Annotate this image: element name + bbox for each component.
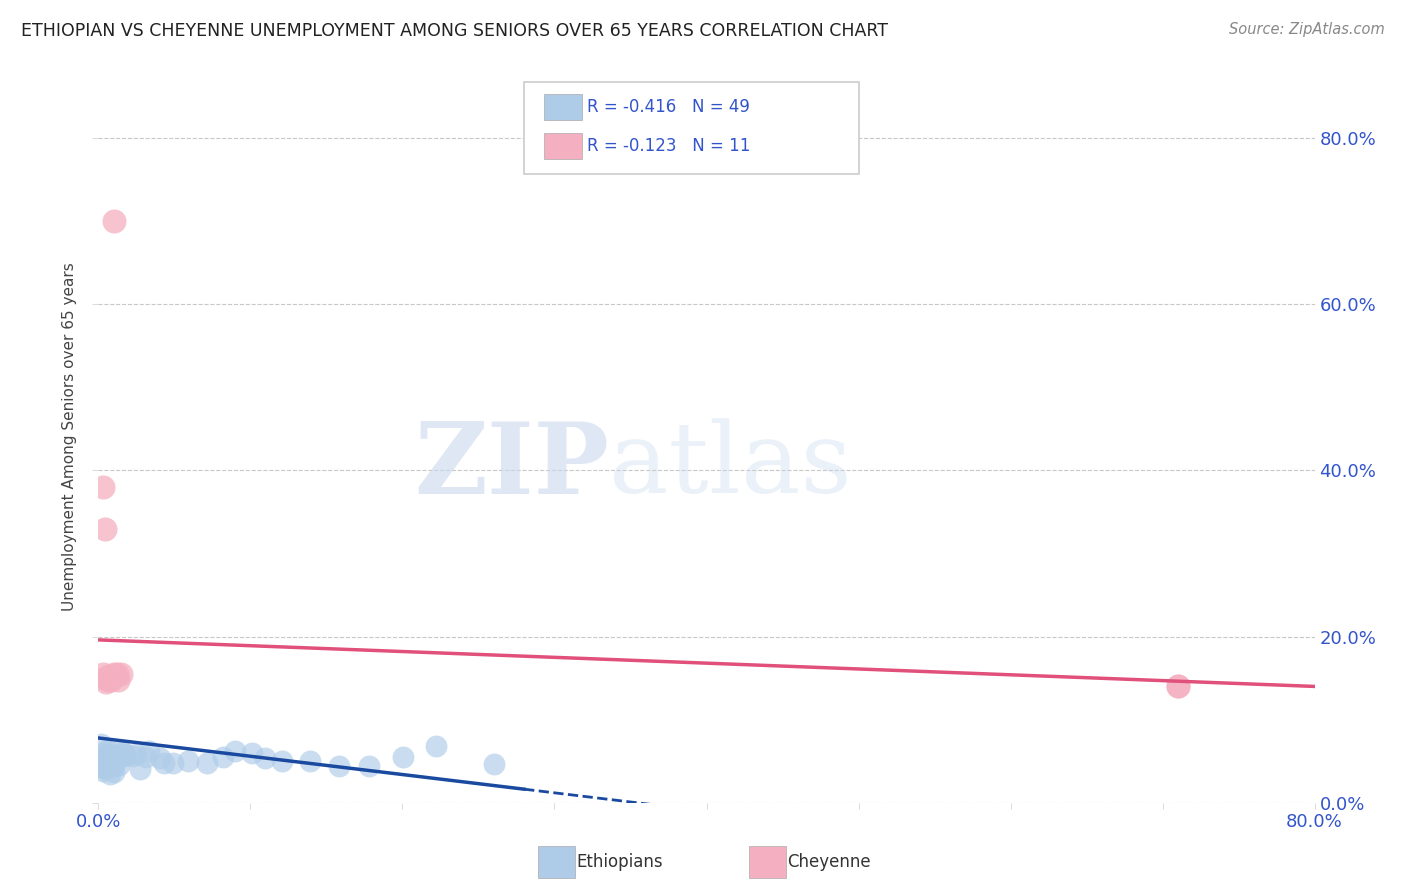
Point bbox=[108, 747, 131, 762]
Text: R = -0.416   N = 49: R = -0.416 N = 49 bbox=[588, 98, 751, 116]
Point bbox=[90, 756, 112, 771]
Point bbox=[97, 748, 120, 763]
FancyBboxPatch shape bbox=[524, 82, 859, 174]
Point bbox=[103, 758, 125, 772]
Point bbox=[108, 758, 131, 772]
Point bbox=[240, 746, 263, 760]
Text: R = -0.123   N = 11: R = -0.123 N = 11 bbox=[588, 137, 751, 155]
Point bbox=[328, 759, 350, 773]
Point bbox=[93, 745, 115, 759]
Point bbox=[110, 667, 132, 681]
Point bbox=[105, 667, 128, 681]
Point bbox=[94, 675, 117, 690]
Point bbox=[91, 667, 114, 681]
Point bbox=[111, 748, 134, 763]
Point bbox=[93, 764, 115, 778]
Point bbox=[93, 751, 115, 765]
Point bbox=[91, 480, 114, 494]
Point bbox=[90, 761, 112, 775]
Text: Source: ZipAtlas.com: Source: ZipAtlas.com bbox=[1229, 22, 1385, 37]
Point bbox=[128, 762, 150, 776]
Point bbox=[100, 673, 122, 687]
Point bbox=[103, 667, 125, 681]
Text: atlas: atlas bbox=[609, 418, 852, 514]
Point bbox=[91, 757, 114, 772]
Point bbox=[135, 750, 157, 764]
Point bbox=[114, 747, 136, 762]
Point bbox=[97, 742, 120, 756]
Text: Cheyenne: Cheyenne bbox=[787, 853, 870, 871]
Point bbox=[107, 744, 129, 758]
Point bbox=[98, 750, 121, 764]
Point bbox=[93, 760, 115, 774]
Point bbox=[254, 750, 277, 764]
Point bbox=[93, 521, 115, 535]
Text: ZIP: ZIP bbox=[415, 417, 609, 515]
Point bbox=[359, 758, 381, 772]
Point bbox=[96, 750, 118, 764]
Point bbox=[177, 754, 200, 768]
Point bbox=[270, 754, 292, 768]
Text: ETHIOPIAN VS CHEYENNE UNEMPLOYMENT AMONG SENIORS OVER 65 YEARS CORRELATION CHART: ETHIOPIAN VS CHEYENNE UNEMPLOYMENT AMONG… bbox=[21, 22, 889, 40]
Point bbox=[98, 669, 121, 683]
Point bbox=[114, 747, 136, 762]
Point bbox=[103, 765, 125, 780]
Point bbox=[93, 671, 115, 685]
Point bbox=[1167, 680, 1189, 694]
Point bbox=[125, 747, 148, 762]
Point bbox=[96, 673, 118, 687]
Point bbox=[101, 747, 124, 762]
Point bbox=[98, 748, 121, 763]
Point bbox=[152, 756, 174, 771]
Point bbox=[149, 751, 172, 765]
Point bbox=[98, 767, 121, 781]
FancyBboxPatch shape bbox=[544, 94, 582, 120]
Point bbox=[138, 744, 160, 758]
Y-axis label: Unemployment Among Seniors over 65 years: Unemployment Among Seniors over 65 years bbox=[62, 263, 77, 611]
Point bbox=[425, 739, 447, 754]
Point bbox=[162, 756, 184, 770]
Point bbox=[101, 760, 124, 774]
Point bbox=[90, 737, 112, 751]
Point bbox=[103, 214, 125, 228]
Point bbox=[299, 755, 322, 769]
Point bbox=[122, 749, 145, 764]
Point bbox=[482, 756, 505, 771]
Point bbox=[195, 756, 218, 771]
Point bbox=[107, 673, 129, 687]
Point bbox=[211, 749, 233, 764]
Point bbox=[112, 749, 135, 764]
Point bbox=[111, 745, 134, 759]
Point bbox=[97, 750, 120, 764]
Point bbox=[392, 750, 415, 764]
FancyBboxPatch shape bbox=[544, 133, 582, 159]
Point bbox=[98, 747, 121, 761]
Text: Ethiopians: Ethiopians bbox=[576, 853, 664, 871]
Point bbox=[1167, 680, 1189, 694]
Point bbox=[224, 744, 246, 758]
